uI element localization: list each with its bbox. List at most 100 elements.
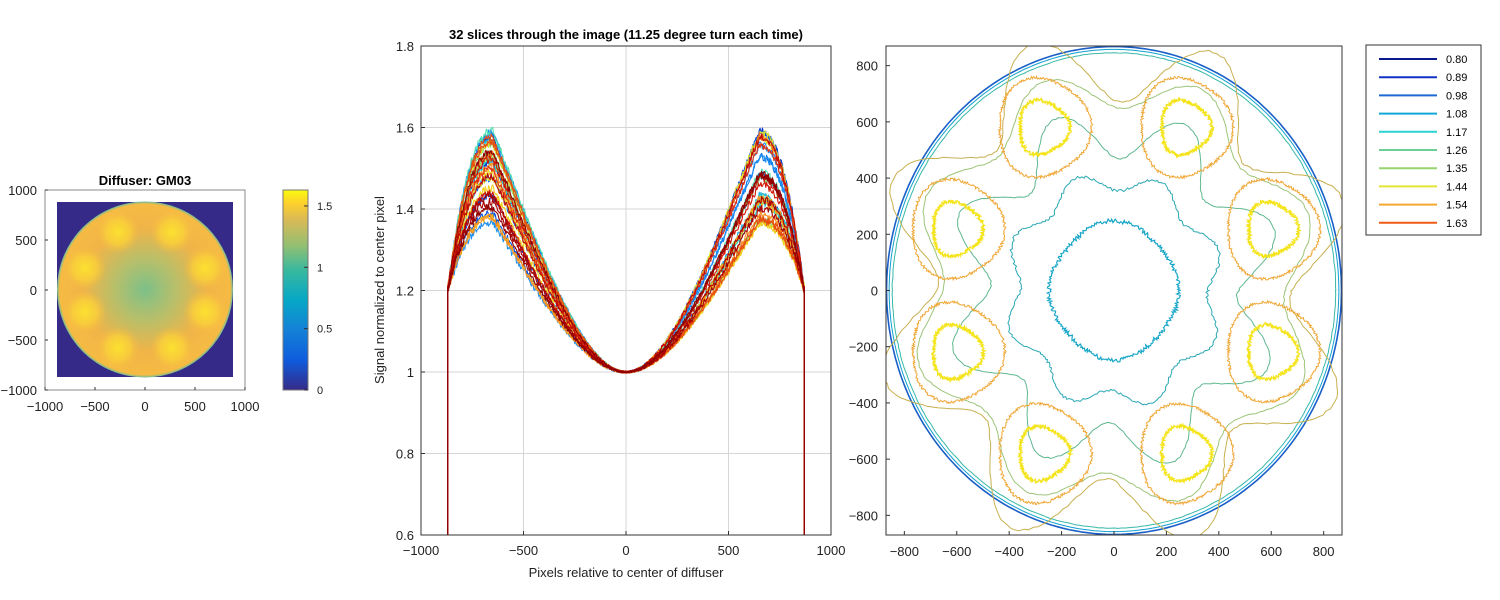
contour-xtick-label: −400	[995, 544, 1024, 559]
contour-hotspot-line	[1158, 422, 1215, 485]
contour-edge-ring	[891, 52, 1337, 529]
slices-ytick-label: 0.6	[396, 528, 414, 543]
heatmap-hotspot	[150, 209, 195, 254]
contour-ytick-label: 400	[856, 171, 878, 186]
slices-ytick-label: 1.6	[396, 121, 414, 136]
slices-xtick-label: −500	[509, 543, 538, 558]
legend-label: 1.26	[1446, 145, 1467, 157]
slices-xtick-label: 500	[718, 543, 740, 558]
slices-grid	[420, 45, 832, 536]
colorbar	[282, 189, 309, 391]
contour-xtick-label: −200	[1047, 544, 1076, 559]
slices-ylabel: Signal normalized to center pixel	[372, 196, 387, 384]
heatmap-xtick-label: 500	[184, 399, 206, 414]
contour-hotspot-line	[930, 322, 988, 384]
contour-ytick-label: −200	[849, 340, 878, 355]
legend-label: 1.54	[1446, 200, 1467, 212]
contour-lines	[886, 46, 1342, 535]
contour-ytick-label: −400	[849, 396, 878, 411]
contour-hotspot-line	[1017, 423, 1074, 484]
slices-ytick-label: 1.4	[396, 202, 414, 217]
contour-ytick-label: 0	[871, 284, 878, 299]
slices-panel: 32 slices through the image (11.25 degre…	[372, 27, 845, 580]
heatmap-hotspot	[95, 326, 140, 371]
legend-label: 0.89	[1446, 72, 1467, 84]
slices-ytick-label: 1.8	[396, 39, 414, 54]
contour-hotspot-line	[1225, 299, 1322, 404]
slices-ytick-label: 0.8	[396, 447, 414, 462]
contour-hotspot-line	[930, 199, 987, 260]
contour-hotspot-line	[1017, 97, 1073, 158]
colorbar-tick-label: 0.5	[317, 324, 332, 336]
contour-panel: −800 −600 −400 −200 0 200 400 600 800 800 600 400 20…	[849, 44, 1482, 559]
slices-xtick-label: 0	[622, 543, 629, 558]
heatmap-xtick-label: 0	[141, 399, 148, 414]
contour-xtick-label: 400	[1208, 544, 1230, 559]
slices-xlabel: Pixels relative to center of diffuser	[529, 565, 725, 580]
slices-ytick-label: 1	[407, 365, 414, 380]
contour-hotspot-line	[1159, 96, 1215, 159]
slice-line	[447, 150, 805, 535]
heatmap-xtick-label: −500	[80, 399, 109, 414]
legend-label: 1.17	[1446, 127, 1467, 139]
slices-series	[447, 126, 805, 535]
colorbar-tick-label: 0	[317, 385, 323, 397]
contour-level-line	[916, 78, 1311, 502]
slices-axes: −1000 −500 0 500 1000 1.8 1.6 1.4 1.2 1 0.8 0.6	[396, 39, 846, 558]
legend-label: 1.63	[1446, 218, 1467, 230]
heatmap-title: Diffuser: GM03	[99, 173, 191, 188]
legend-label: 0.98	[1446, 90, 1467, 102]
heatmap-hotspot	[150, 326, 195, 371]
contour-xtick-label: 800	[1313, 544, 1335, 559]
heatmap-xtick-label: 1000	[231, 399, 260, 414]
contour-axes-box	[885, 45, 1343, 536]
heatmap-axes: −1000 −500 0 500 1000 1000 500 0 −500 −1000	[0, 183, 259, 414]
legend-label: 0.80	[1446, 54, 1467, 66]
colorbar-tick-label: 1	[317, 262, 323, 274]
contour-ytick-label: 600	[856, 115, 878, 130]
contour-hotspot-line	[1245, 199, 1302, 260]
slices-title: 32 slices through the image (11.25 degre…	[449, 27, 803, 42]
colorbar-ticks: 0 0.5 1 1.5	[304, 201, 332, 397]
slices-ytick-label: 1.2	[396, 284, 414, 299]
contour-level-line	[951, 116, 1276, 464]
contour-ytick-label: 800	[856, 59, 878, 74]
contour-level-line	[1045, 217, 1182, 363]
contour-hotspot-line	[1140, 75, 1235, 180]
heatmap-ytick-label: 1000	[8, 183, 37, 198]
contour-xtick-label: −800	[890, 544, 919, 559]
contour-hotspot-line	[911, 176, 1007, 282]
heatmap-hotspot	[95, 209, 140, 254]
colorbar-tick-label: 1.5	[317, 201, 332, 213]
contour-hotspot-line	[1226, 176, 1322, 281]
legend-label: 1.35	[1446, 163, 1467, 175]
contour-legend-entries: 0.80 0.89 0.98 1.08 1.17 1.26 1.35 1.44 1.54 1.63	[1379, 54, 1467, 230]
contour-hotspot-line	[1139, 401, 1235, 506]
legend-label: 1.08	[1446, 109, 1467, 121]
heatmap-ytick-label: −500	[8, 333, 37, 348]
heatmap-hotspot	[183, 289, 228, 334]
contour-hotspot-line	[998, 401, 1094, 506]
heatmap-panel: Diffuser: GM03 −1000 −500 0 500 1000 1000 500 0…	[0, 173, 332, 414]
heatmap-hotspots	[62, 209, 228, 371]
heatmap-xtick-label: −1000	[27, 399, 64, 414]
contour-axes: −800 −600 −400 −200 0 200 400 600 800 800 600 400 20…	[849, 59, 1335, 559]
contour-hotspot-line	[997, 74, 1094, 180]
heatmap-hotspot	[62, 289, 107, 334]
contour-ytick-label: −800	[849, 508, 878, 523]
heatmap-hotspot	[183, 246, 228, 291]
contour-level-line	[1007, 175, 1221, 406]
heatmap-ytick-label: 500	[15, 233, 37, 248]
contour-ytick-label: 200	[856, 227, 878, 242]
slices-xtick-label: 1000	[817, 543, 846, 558]
contour-xtick-label: 600	[1260, 544, 1282, 559]
contour-xtick-label: 200	[1156, 544, 1178, 559]
heatmap-ytick-label: 0	[30, 283, 37, 298]
heatmap-ytick-label: −1000	[0, 383, 37, 398]
slices-xtick-label: −1000	[403, 543, 440, 558]
heatmap-hotspot	[62, 246, 107, 291]
contour-edge-ring	[888, 48, 1340, 533]
legend-label: 1.44	[1446, 181, 1467, 193]
contour-ytick-label: −600	[849, 452, 878, 467]
